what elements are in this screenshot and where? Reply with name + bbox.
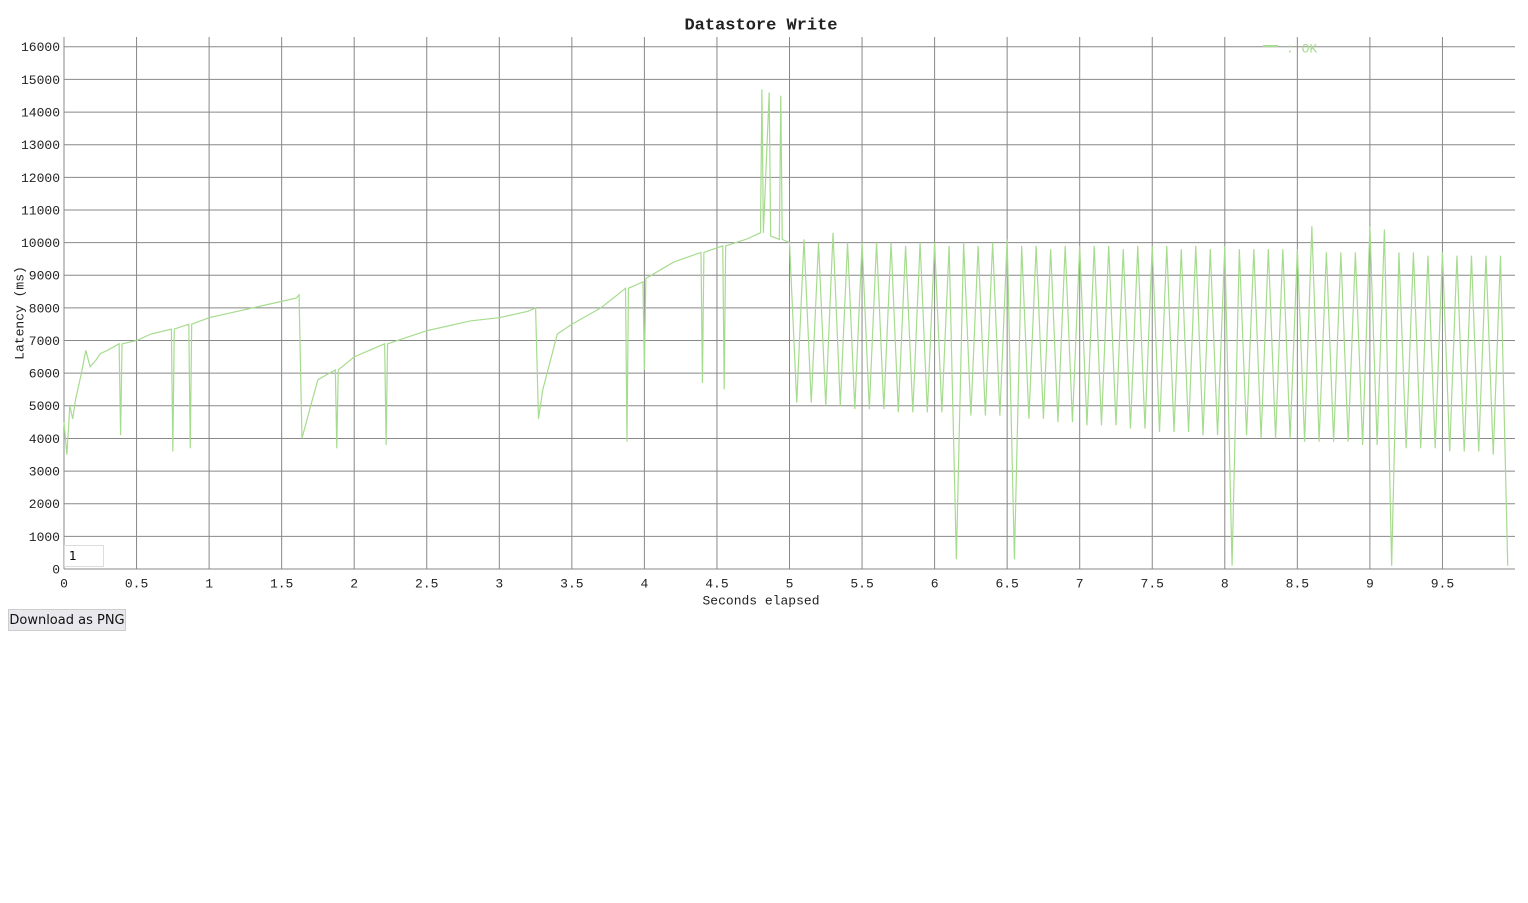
- x-tick-label: 4.5: [705, 576, 728, 591]
- y-tick-label: 15000: [21, 73, 60, 88]
- x-tick-label: 4: [640, 576, 648, 591]
- x-tick-label: 5: [786, 576, 794, 591]
- x-tick-label: 7: [1076, 576, 1084, 591]
- chart: Datastore Write Seconds elapsed Latency …: [12, 16, 1515, 608]
- x-tick-label: 8: [1221, 576, 1229, 591]
- y-tick-label: 11000: [21, 203, 60, 218]
- y-tick-label: 3000: [29, 465, 60, 480]
- x-tick-label: 0: [60, 576, 68, 591]
- text-input[interactable]: 1: [64, 545, 104, 567]
- y-tick-label: 16000: [21, 40, 60, 55]
- y-tick-label: 14000: [21, 106, 60, 121]
- y-tick-label: 9000: [29, 269, 60, 284]
- y-tick-label: 1000: [29, 530, 60, 545]
- x-tick-label: 9.5: [1431, 576, 1454, 591]
- x-tick-label: 7.5: [1141, 576, 1164, 591]
- chart-title: Datastore Write: [684, 16, 837, 35]
- x-tick-label: 2: [350, 576, 358, 591]
- x-tick-label: 6: [931, 576, 939, 591]
- legend-label: : OK: [1286, 41, 1317, 56]
- y-tick-label: 2000: [29, 497, 60, 512]
- x-tick-label: 5.5: [850, 576, 873, 591]
- x-tick-label: 2.5: [415, 576, 438, 591]
- x-tick-label: 8.5: [1286, 576, 1309, 591]
- y-tick-label: 6000: [29, 367, 60, 382]
- y-tick-label: 4000: [29, 432, 60, 447]
- x-axis-label: Seconds elapsed: [702, 593, 819, 608]
- y-tick-label: 0: [52, 562, 60, 577]
- x-tick-label: 9: [1366, 576, 1374, 591]
- y-axis-label: Latency (ms): [12, 266, 27, 360]
- y-tick-label: 13000: [21, 138, 60, 153]
- y-tick-label: 7000: [29, 334, 60, 349]
- y-tick-label: 12000: [21, 171, 60, 186]
- x-tick-label: 1: [205, 576, 213, 591]
- x-tick-label: 0.5: [125, 576, 148, 591]
- x-tick-label: 1.5: [270, 576, 293, 591]
- download-button[interactable]: Download as PNG: [8, 609, 126, 631]
- x-tick-label: 3.5: [560, 576, 583, 591]
- x-tick-label: 6.5: [995, 576, 1018, 591]
- y-tick-label: 8000: [29, 301, 60, 316]
- y-tick-label: 10000: [21, 236, 60, 251]
- y-tick-label: 5000: [29, 399, 60, 414]
- data-line: [63, 89, 1509, 566]
- x-tick-label: 3: [495, 576, 503, 591]
